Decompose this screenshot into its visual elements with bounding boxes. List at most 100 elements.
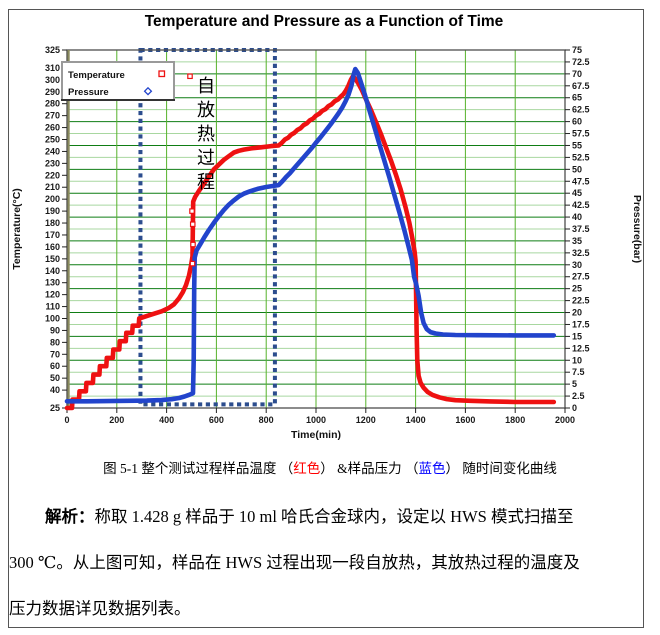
- axis-ticks-labels: 2540506070809010011012013014015016017018…: [45, 45, 590, 425]
- figure-caption: 图 5-1 整个测试过程样品温度 （红色） &样品压力 （蓝色） 随时间变化曲线: [0, 457, 660, 477]
- svg-text:210: 210: [45, 182, 60, 192]
- svg-text:55: 55: [572, 140, 582, 150]
- svg-text:190: 190: [45, 206, 60, 216]
- svg-text:250: 250: [45, 135, 60, 145]
- svg-text:37.5: 37.5: [572, 224, 590, 234]
- svg-text:170: 170: [45, 230, 60, 240]
- svg-text:25: 25: [572, 284, 582, 294]
- svg-text:67.5: 67.5: [572, 81, 590, 91]
- svg-text:0: 0: [572, 403, 577, 413]
- outlier-marker: [189, 208, 195, 214]
- legend-marker-pressure-diamond: [143, 86, 153, 96]
- svg-text:260: 260: [45, 123, 60, 133]
- svg-text:80: 80: [50, 337, 60, 347]
- caption-blue-label: 蓝色: [418, 461, 446, 476]
- series-pressure: [64, 66, 557, 404]
- svg-text:50: 50: [572, 164, 582, 174]
- svg-text:过: 过: [197, 148, 215, 168]
- svg-text:52.5: 52.5: [572, 152, 590, 162]
- legend-label-pressure: Pressure: [68, 87, 109, 98]
- svg-text:放: 放: [197, 100, 215, 120]
- svg-text:300: 300: [45, 75, 60, 85]
- svg-text:240: 240: [45, 146, 60, 156]
- svg-text:47.5: 47.5: [572, 176, 590, 186]
- svg-text:10: 10: [572, 355, 582, 365]
- outlier-marker: [189, 260, 196, 267]
- svg-text:62.5: 62.5: [572, 105, 590, 115]
- svg-text:20: 20: [572, 308, 582, 318]
- svg-text:1000: 1000: [306, 415, 326, 425]
- svg-text:600: 600: [209, 415, 224, 425]
- chart-canvas: 2540506070809010011012013014015016017018…: [11, 45, 643, 441]
- caption-text-3: ） 随时间变化曲线: [445, 461, 557, 476]
- svg-text:110: 110: [45, 302, 60, 312]
- outlier-marker: [189, 221, 196, 228]
- svg-text:45: 45: [572, 188, 582, 198]
- svg-text:40: 40: [572, 212, 582, 222]
- svg-text:17.5: 17.5: [572, 319, 590, 329]
- svg-text:1600: 1600: [455, 415, 475, 425]
- analysis-paragraph: 解析：称取 1.428 g 样品于 10 ml 哈氏合金球内，设定以 HWS 模…: [9, 494, 651, 632]
- svg-text:1400: 1400: [406, 415, 426, 425]
- svg-text:325: 325: [45, 45, 60, 55]
- svg-text:57.5: 57.5: [572, 129, 590, 139]
- left-axis-title: Temperature(°C): [11, 188, 23, 270]
- series-temperature: [64, 74, 557, 411]
- caption-text-1: 图 5-1 整个测试过程样品温度 （: [103, 461, 294, 476]
- legend-marker-temperature-square: [158, 70, 166, 78]
- svg-text:0: 0: [64, 415, 69, 425]
- svg-text:32.5: 32.5: [572, 248, 590, 258]
- svg-text:270: 270: [45, 111, 60, 121]
- svg-text:2.5: 2.5: [572, 391, 585, 401]
- legend-label-temperature: Temperature: [68, 70, 125, 81]
- svg-text:200: 200: [109, 415, 124, 425]
- svg-text:热: 热: [197, 124, 215, 144]
- outlier-marker: [190, 241, 196, 248]
- outlier-marker: [187, 73, 193, 80]
- svg-text:7.5: 7.5: [572, 367, 585, 377]
- svg-text:150: 150: [45, 254, 60, 264]
- svg-text:200: 200: [45, 194, 60, 204]
- svg-text:程: 程: [197, 172, 215, 192]
- svg-text:1200: 1200: [356, 415, 376, 425]
- chart-title: Temperature and Pressure as a Function o…: [144, 13, 504, 30]
- analysis-line-3: 压力数据详见数据列表。: [9, 599, 191, 618]
- svg-text:40: 40: [50, 385, 60, 395]
- svg-text:35: 35: [572, 236, 582, 246]
- svg-text:160: 160: [45, 242, 60, 252]
- analysis-line-2: 300 ℃。从上图可知，样品在 HWS 过程出现一段自放热，其放热过程的温度及: [9, 553, 580, 572]
- svg-text:42.5: 42.5: [572, 200, 590, 210]
- svg-text:130: 130: [45, 278, 60, 288]
- svg-text:230: 230: [45, 158, 60, 168]
- svg-text:290: 290: [45, 87, 60, 97]
- caption-red-label: 红色: [293, 461, 321, 476]
- svg-text:72.5: 72.5: [572, 57, 590, 67]
- svg-text:180: 180: [45, 218, 60, 228]
- svg-text:2000: 2000: [555, 415, 575, 425]
- svg-text:310: 310: [45, 63, 60, 73]
- svg-text:60: 60: [572, 117, 582, 127]
- svg-text:70: 70: [572, 69, 582, 79]
- svg-text:25: 25: [50, 403, 60, 413]
- svg-text:75: 75: [572, 45, 582, 55]
- caption-text-2: ） &样品压力 （: [320, 461, 419, 476]
- analysis-label: 解析：: [45, 507, 95, 526]
- svg-text:自: 自: [197, 76, 215, 96]
- analysis-line1-text: 称取 1.428 g 样品于 10 ml 哈氏合金球内，设定以 HWS 模式扫描…: [94, 507, 574, 526]
- svg-text:15: 15: [572, 331, 582, 341]
- svg-text:22.5: 22.5: [572, 296, 590, 306]
- svg-text:120: 120: [45, 290, 60, 300]
- svg-text:27.5: 27.5: [572, 272, 590, 282]
- svg-text:90: 90: [50, 325, 60, 335]
- svg-text:280: 280: [45, 99, 60, 109]
- svg-text:12.5: 12.5: [572, 343, 590, 353]
- svg-text:1800: 1800: [505, 415, 525, 425]
- svg-text:50: 50: [50, 373, 60, 383]
- svg-text:100: 100: [45, 314, 60, 324]
- x-axis-title: Time(min): [291, 429, 341, 441]
- svg-text:5: 5: [572, 379, 577, 389]
- right-axis-title: Pressure(bar): [631, 195, 643, 263]
- svg-text:400: 400: [159, 415, 174, 425]
